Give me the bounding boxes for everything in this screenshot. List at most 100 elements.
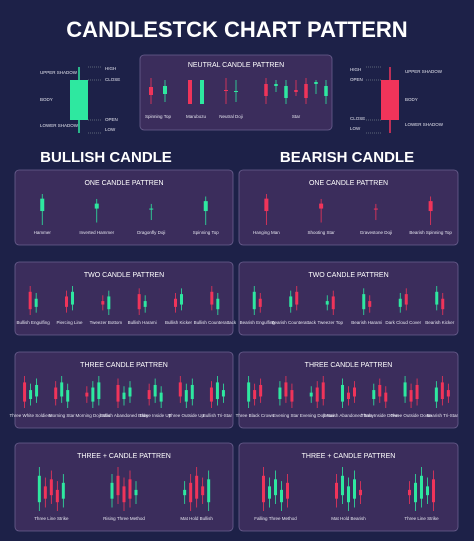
candle-body: [203, 201, 208, 212]
candle-body: [143, 301, 147, 307]
panel-group: ONE CANDLE PATTREN Hammer Inverted Hammer D…: [14, 169, 234, 246]
candle-body: [284, 86, 288, 98]
candle-body: [324, 86, 328, 96]
label: UPPER SHADOW: [405, 69, 443, 74]
candle-body: [34, 298, 38, 307]
label: CLOSE: [105, 77, 120, 82]
candle-body: [373, 208, 378, 210]
pattern-label: Bearish Engulfing: [240, 320, 276, 325]
candle-body: [209, 387, 213, 402]
candle-body: [278, 387, 282, 400]
candle-body: [61, 482, 65, 499]
candle-body: [372, 390, 376, 400]
candle-body: [183, 489, 187, 496]
candle-body: [347, 392, 350, 400]
candle-body: [40, 198, 45, 212]
pattern-label: Three Line Strike: [34, 516, 69, 521]
candle-body: [274, 84, 278, 86]
pattern-label: Bearish Harami: [351, 320, 382, 325]
candle-body: [435, 291, 439, 305]
title: CANDLESTCK CHART PATTERN: [66, 17, 407, 42]
candle-body: [258, 298, 262, 307]
section-heading: BULLISH CANDLE: [40, 149, 172, 166]
pattern-label: Three Line Strike: [404, 516, 439, 521]
pattern-label: Hanging Man: [253, 230, 280, 235]
candle-body: [66, 390, 70, 402]
panel-title: THREE + CANDLE PATTREN: [77, 453, 171, 460]
candle-body: [234, 91, 238, 92]
pattern-label: Three Black Crows: [236, 413, 275, 418]
candle-body: [180, 294, 183, 305]
pattern-label: Spinning Top: [193, 230, 219, 235]
panel: [14, 261, 234, 336]
pattern-label: Neutral Doji: [219, 114, 243, 119]
candle-body: [116, 475, 120, 496]
candle-body: [149, 208, 154, 210]
pattern-label: Dark Cloud Cover: [385, 320, 421, 325]
candle-body: [314, 82, 318, 84]
candle-body: [325, 301, 329, 305]
pattern-label: Morning Star: [49, 413, 75, 418]
candle-body: [341, 384, 344, 402]
candle-body: [434, 387, 438, 402]
candle-body: [347, 486, 350, 503]
candle-body: [97, 382, 101, 400]
label: HIGH: [105, 66, 116, 71]
pattern-label: Star: [292, 114, 301, 119]
label: LOWER SHADOW: [40, 123, 79, 128]
candle-body: [378, 384, 382, 397]
pattern-label: Bullish Abandoned Baby: [100, 413, 150, 418]
pattern-label: Tweezer Top: [318, 320, 344, 325]
candle-body: [446, 390, 450, 397]
candle-body: [309, 392, 313, 397]
candle-body: [359, 489, 362, 496]
candle-body: [426, 486, 429, 496]
candle-body: [304, 84, 308, 98]
candle-body: [286, 482, 289, 499]
label: CLOSE: [350, 116, 365, 121]
candle-body: [259, 384, 263, 397]
candle-body: [149, 87, 153, 95]
panel-group: THREE + CANDLE PATTREN Three Line Strike R…: [14, 442, 234, 532]
candle-body: [65, 296, 68, 307]
panel-group: ONE CANDLE PATTREN Hanging Man Shooting St…: [238, 169, 459, 246]
candle-body: [37, 475, 41, 503]
candle-body: [178, 382, 182, 397]
panel-group: TWO CANDLE PATTREN Bullish Engulfing Pierc…: [14, 261, 237, 336]
candle-body: [253, 390, 257, 400]
candle-body: [432, 479, 435, 503]
candle-body: [247, 382, 251, 402]
candle-body: [71, 291, 74, 305]
pattern-label: Mat Hold Bullish: [180, 516, 213, 521]
pattern-panels: ONE CANDLE PATTREN Hammer Inverted Hammer D…: [10, 169, 459, 532]
pattern-label: Gravestone Doji: [360, 230, 392, 235]
candle-body: [221, 390, 225, 397]
candle-body: [134, 489, 138, 496]
candle-body: [163, 86, 167, 94]
panel: [14, 169, 234, 246]
candle-body: [294, 90, 298, 92]
candle-body: [353, 479, 356, 499]
candle-body: [190, 384, 194, 400]
label: OPEN: [350, 77, 363, 82]
pattern-label: Evening Star: [273, 413, 299, 418]
candle-body: [420, 475, 423, 499]
candle-body: [122, 486, 126, 503]
candle-body: [262, 475, 265, 503]
pattern-label: Bullish Counterattack: [194, 320, 237, 325]
candle-body: [147, 390, 151, 400]
candle-body: [207, 479, 211, 503]
candle-body: [107, 296, 111, 310]
label: OPEN: [105, 117, 118, 122]
candle-body: [122, 392, 126, 400]
candle-body: [110, 482, 114, 499]
panel-title: THREE + CANDLE PATTREN: [302, 453, 396, 460]
candle-body: [195, 475, 199, 499]
candle-body: [295, 291, 299, 305]
pattern-label: Inverted Hammer: [79, 230, 114, 235]
candle-body: [264, 198, 269, 212]
panel: [238, 169, 459, 246]
